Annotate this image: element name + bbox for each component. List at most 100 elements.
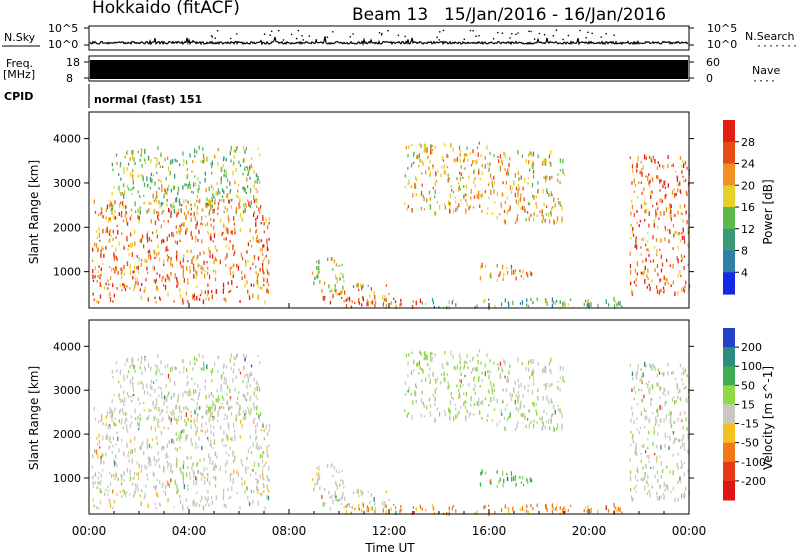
power-echo-1	[173, 185, 175, 191]
velocity-echo-1	[156, 365, 158, 370]
velocity-echo-8	[541, 426, 543, 430]
velocity-echo-1	[239, 405, 241, 410]
power-echo-10	[682, 287, 685, 292]
velocity-echo-5	[476, 510, 478, 515]
power-echo-0	[165, 247, 167, 252]
power-echo-0	[131, 252, 133, 257]
power-echo-1	[249, 191, 251, 195]
power-echo-0	[114, 269, 116, 274]
power-echo-6	[526, 271, 528, 276]
velocity-echo-0	[112, 489, 114, 494]
x-tick-label-2: 08:00	[272, 524, 307, 538]
power-echo-4	[367, 301, 369, 307]
velocity-echo-10	[675, 399, 677, 404]
power-echo-0	[124, 285, 127, 288]
power-echo-7	[448, 177, 450, 181]
velocity-echo-8	[529, 375, 531, 379]
power-echo-0	[163, 219, 165, 223]
power-echo-1	[221, 198, 223, 202]
velocity-echo-7	[474, 384, 476, 388]
power-echo-10	[664, 225, 666, 230]
velocity-echo-0	[170, 478, 172, 483]
power-echo-10	[635, 278, 637, 282]
velocity-echo-0	[267, 454, 269, 458]
power-echo-0	[207, 283, 209, 287]
power-echo-0	[143, 289, 145, 293]
velocity-echo-10	[643, 407, 645, 412]
velocity-echo-0	[126, 467, 129, 473]
power-echo-0	[174, 240, 176, 244]
power-echo-1	[257, 175, 259, 181]
velocity-echo-1	[193, 389, 195, 395]
power-echo-0	[244, 274, 246, 279]
velocity-echo-0	[180, 434, 182, 439]
power-echo-7	[490, 189, 492, 193]
power-echo-7	[486, 145, 488, 150]
velocity-echo-0	[229, 446, 231, 450]
power-echo-10	[634, 268, 637, 273]
velocity-echo-5	[562, 508, 564, 513]
power-echo-0	[250, 200, 252, 205]
power-echo-0	[193, 211, 195, 217]
velocity-echo-0	[209, 406, 211, 412]
power-echo-7	[443, 170, 445, 174]
velocity-echo-0	[176, 483, 178, 487]
power-echo-0	[191, 236, 193, 240]
velocity-echo-7	[410, 370, 413, 375]
power-echo-1	[162, 165, 164, 168]
power-echo-0	[210, 233, 212, 237]
velocity-echo-2	[335, 480, 337, 485]
power-echo-0	[213, 233, 216, 238]
velocity-echo-10	[685, 397, 687, 402]
power-echo-0	[109, 217, 111, 222]
velocity-colorbar-tick-label-1: 100	[741, 360, 762, 373]
power-echo-10	[677, 246, 679, 249]
velocity-echo-0	[150, 409, 152, 412]
velocity-echo-0	[233, 423, 235, 428]
power-echo-7	[493, 181, 495, 185]
nsky-dot	[263, 33, 266, 35]
power-echo-0	[130, 208, 133, 212]
velocity-echo-8	[504, 426, 507, 432]
power-echo-1	[131, 154, 133, 159]
velocity-echo-0	[139, 494, 141, 498]
power-echo-10	[648, 181, 650, 185]
power-echo-8	[525, 159, 527, 163]
velocity-echo-0	[146, 466, 148, 470]
power-echo-4	[358, 301, 361, 305]
velocity-echo-7	[463, 401, 465, 407]
velocity-echo-3	[324, 502, 326, 505]
power-echo-7	[444, 170, 446, 175]
velocity-echo-4	[395, 510, 397, 516]
velocity-echo-1	[175, 404, 177, 410]
velocity-echo-1	[161, 391, 163, 396]
velocity-echo-10	[646, 455, 648, 458]
velocity-echo-7	[419, 366, 421, 370]
power-echo-2	[311, 271, 314, 275]
power-echo-0	[134, 284, 136, 289]
velocity-echo-0	[91, 466, 94, 469]
power-echo-10	[684, 287, 686, 291]
power-echo-1	[233, 155, 235, 159]
velocity-echo-0	[263, 463, 266, 467]
velocity-echo-1	[244, 374, 246, 379]
power-echo-0	[124, 213, 126, 218]
velocity-echo-3	[344, 496, 346, 501]
velocity-echo-3	[373, 497, 375, 502]
power-echo-10	[683, 235, 685, 241]
velocity-echo-7	[475, 367, 477, 372]
power-echo-1	[151, 178, 153, 184]
power-echo-1	[211, 160, 214, 166]
nsky-dot	[585, 37, 587, 39]
velocity-echo-0	[262, 476, 264, 480]
velocity-echo-5	[433, 511, 436, 515]
velocity-echo-7	[406, 414, 408, 418]
power-echo-1	[165, 176, 167, 181]
power-echo-7	[429, 197, 432, 201]
power-echo-0	[115, 216, 117, 220]
velocity-echo-0	[252, 499, 254, 505]
power-echo-7	[481, 209, 483, 213]
power-echo-7	[458, 185, 461, 188]
